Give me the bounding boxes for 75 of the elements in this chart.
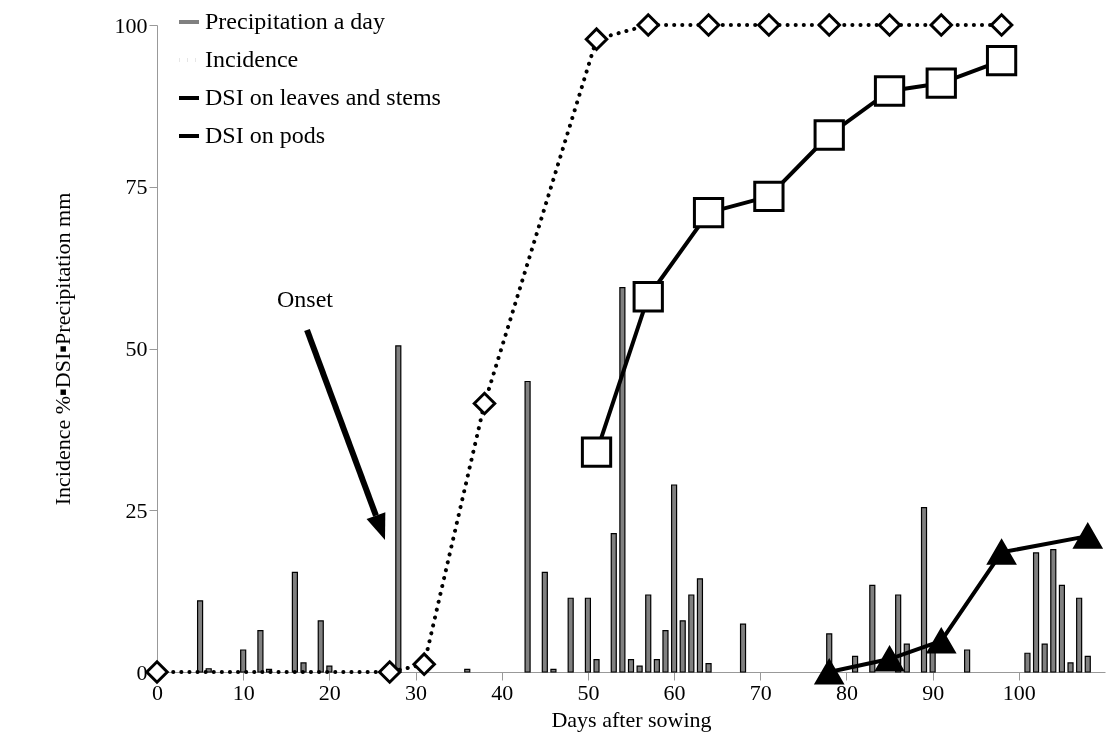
bar — [645, 594, 652, 673]
point — [145, 660, 169, 684]
bar — [1084, 655, 1091, 673]
bar — [567, 597, 574, 673]
point — [875, 646, 904, 672]
x-tick-label: 40 — [491, 679, 514, 705]
point — [877, 13, 902, 37]
y-tick-label: 100 — [114, 12, 148, 38]
point — [817, 13, 841, 37]
point — [929, 13, 953, 37]
point — [377, 660, 402, 684]
bar — [550, 668, 557, 673]
bar — [524, 380, 531, 673]
point — [873, 75, 906, 107]
x-tick-label: 90 — [922, 679, 945, 705]
point — [1073, 523, 1103, 549]
bar — [679, 620, 686, 673]
bar — [1024, 652, 1031, 673]
point — [692, 196, 725, 229]
x-axis-title: Days after sowing — [551, 706, 712, 732]
point — [925, 67, 957, 99]
bar — [1041, 643, 1048, 673]
y-tick-label: 50 — [125, 336, 148, 361]
point — [696, 13, 721, 37]
x-tick-label: 30 — [405, 679, 428, 705]
bar — [464, 668, 471, 673]
bar — [696, 578, 704, 673]
bar — [662, 629, 669, 673]
point — [636, 13, 660, 37]
point — [985, 44, 1018, 77]
point — [987, 539, 1016, 565]
bar — [584, 597, 592, 673]
bar — [1050, 549, 1057, 673]
x-tick-label: 70 — [749, 679, 772, 705]
bar — [541, 571, 548, 673]
bar — [1076, 597, 1083, 673]
legend-label: DSI on pods — [205, 122, 326, 148]
bar — [670, 484, 678, 673]
x-tick-label: 50 — [577, 679, 600, 705]
y-tick-label: 25 — [125, 497, 148, 523]
legend-label: Incidence — [205, 46, 299, 72]
x-tick-label: 100 — [1002, 679, 1036, 705]
point — [989, 13, 1014, 37]
bar — [705, 662, 712, 673]
bar — [688, 594, 695, 673]
point — [472, 391, 497, 416]
x-tick-label: 60 — [663, 679, 686, 705]
point — [632, 281, 664, 313]
bar — [1032, 552, 1040, 673]
point — [927, 628, 956, 654]
point — [580, 436, 613, 468]
bar — [739, 623, 747, 673]
annotation: Onset — [277, 286, 334, 312]
x-tick-label: 10 — [232, 679, 255, 705]
bar — [653, 659, 660, 673]
point — [757, 13, 781, 37]
point — [753, 180, 785, 213]
y-tick-label: 75 — [125, 174, 148, 200]
x-tick-label: 20 — [318, 679, 341, 705]
bar — [964, 649, 971, 673]
bar — [627, 659, 635, 673]
y-axis-title: Incidence %▪DSI▪Precipitation mm — [49, 192, 75, 506]
bar — [1058, 584, 1066, 673]
point — [813, 119, 845, 151]
legend-label: DSI on leaves and stems — [205, 84, 441, 110]
legend-label: Precipitation a day — [205, 8, 385, 34]
bar — [610, 532, 617, 673]
point — [412, 652, 436, 676]
bar — [593, 659, 600, 673]
y-tick-label: 0 — [136, 659, 148, 685]
point — [584, 27, 609, 51]
point — [814, 659, 844, 685]
bar — [636, 665, 643, 673]
x-tick-label: 80 — [835, 679, 858, 705]
bar — [1067, 662, 1074, 673]
